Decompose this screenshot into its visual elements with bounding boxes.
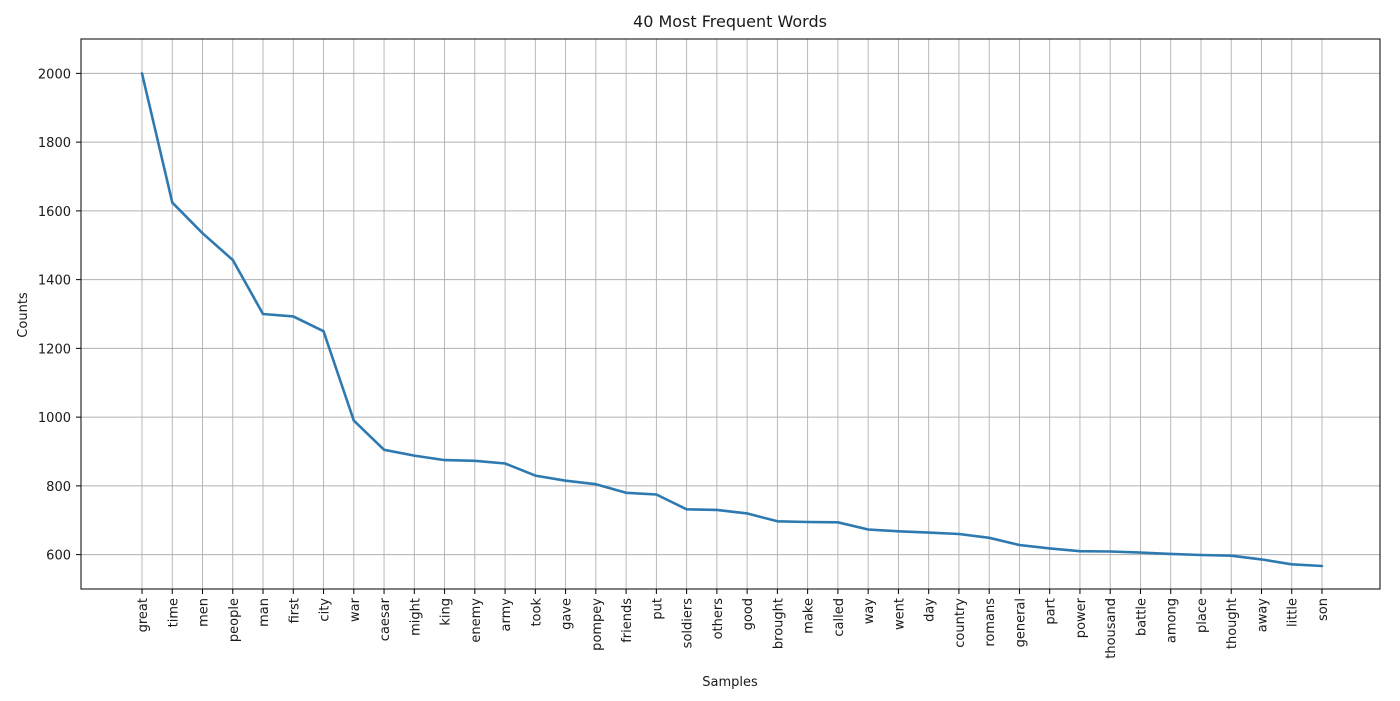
y-tick-label: 800 [46,480,71,495]
x-tick-label: king [439,598,454,626]
x-tick-label: away [1255,598,1270,633]
x-tick-label: good [741,598,756,630]
x-tick-label: country [953,598,968,648]
y-tick-label: 1800 [38,136,71,151]
x-tick-label: thought [1225,598,1240,649]
y-tick-label: 1400 [38,274,71,289]
y-tick-label: 600 [46,549,71,564]
x-tick-label: might [408,598,423,636]
x-tick-label: soldiers [681,598,696,649]
x-tick-label: general [1013,598,1028,647]
x-tick-label: way [862,598,877,625]
x-tick-label: called [832,598,847,637]
x-tick-label: caesar [378,597,393,641]
x-tick-label: power [1074,597,1089,638]
x-tick-label: battle [1134,598,1149,636]
x-tick-label: others [711,598,726,640]
series-line [140,72,1324,568]
x-axis: great time men people man first city war caesar m… [136,589,1331,659]
x-tick-label: pompey [590,598,605,651]
x-tick-label: enemy [469,598,484,643]
y-tick-label: 1600 [38,205,71,220]
y-tick-label: 1000 [38,411,71,426]
chart-title: 40 Most Frequent Words [633,12,827,31]
x-tick-label: men [197,598,212,627]
x-tick-label: little [1286,598,1301,627]
x-tick-label: army [499,598,514,632]
y-axis-label: Counts [16,292,31,338]
x-tick-label: time [166,598,181,627]
x-tick-label: day [923,598,938,622]
x-tick-label: went [892,598,907,630]
x-tick-label: great [136,598,151,632]
y-tick-label: 1200 [38,342,71,357]
x-axis-label: Samples [702,675,758,690]
x-tick-label: people [227,598,242,642]
x-tick-label: first [287,598,302,623]
x-tick-label: took [529,598,544,627]
x-tick-label: son [1316,598,1331,621]
x-tick-label: friends [620,598,635,643]
x-tick-label: place [1195,598,1210,633]
x-tick-label: city [318,598,333,622]
x-tick-label: romans [983,598,998,647]
y-tick-label: 2000 [38,67,71,82]
plot-frame [80,38,1381,590]
x-tick-label: gave [560,598,575,630]
series-layer [140,72,1324,568]
x-tick-label: man [257,598,272,627]
x-tick-label: thousand [1104,598,1119,659]
y-axis: 600 800 1000 1200 1400 1600 1800 2000 [38,67,81,564]
x-tick-label: make [802,598,817,634]
x-tick-label: brought [771,598,786,649]
x-tick-label: war [348,597,363,622]
x-tick-label: put [650,598,665,620]
x-tick-label: part [1044,598,1059,625]
x-tick-label: among [1165,598,1180,643]
